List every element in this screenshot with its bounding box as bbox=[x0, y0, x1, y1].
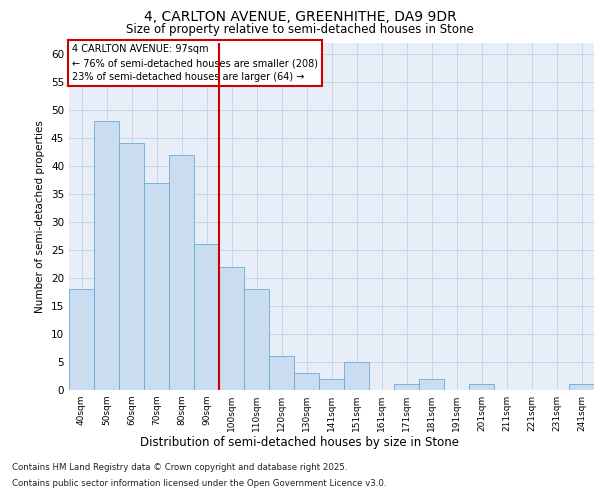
Bar bbox=[419, 379, 444, 390]
Bar bbox=[244, 289, 269, 390]
Text: 4 CARLTON AVENUE: 97sqm
← 76% of semi-detached houses are smaller (208)
23% of s: 4 CARLTON AVENUE: 97sqm ← 76% of semi-de… bbox=[71, 44, 317, 82]
Bar bbox=[269, 356, 294, 390]
Bar bbox=[219, 266, 244, 390]
Bar bbox=[469, 384, 494, 390]
Bar bbox=[194, 244, 219, 390]
Text: Contains HM Land Registry data © Crown copyright and database right 2025.: Contains HM Land Registry data © Crown c… bbox=[12, 464, 347, 472]
Text: Size of property relative to semi-detached houses in Stone: Size of property relative to semi-detach… bbox=[126, 22, 474, 36]
Bar bbox=[294, 373, 319, 390]
Bar bbox=[69, 289, 94, 390]
Bar bbox=[94, 121, 119, 390]
Bar bbox=[319, 379, 344, 390]
Bar bbox=[344, 362, 369, 390]
Bar bbox=[169, 154, 194, 390]
Bar bbox=[569, 384, 594, 390]
Bar bbox=[119, 144, 144, 390]
Y-axis label: Number of semi-detached properties: Number of semi-detached properties bbox=[35, 120, 46, 312]
Bar bbox=[144, 182, 169, 390]
Bar bbox=[394, 384, 419, 390]
Text: Contains public sector information licensed under the Open Government Licence v3: Contains public sector information licen… bbox=[12, 478, 386, 488]
Text: Distribution of semi-detached houses by size in Stone: Distribution of semi-detached houses by … bbox=[140, 436, 460, 449]
Text: 4, CARLTON AVENUE, GREENHITHE, DA9 9DR: 4, CARLTON AVENUE, GREENHITHE, DA9 9DR bbox=[143, 10, 457, 24]
